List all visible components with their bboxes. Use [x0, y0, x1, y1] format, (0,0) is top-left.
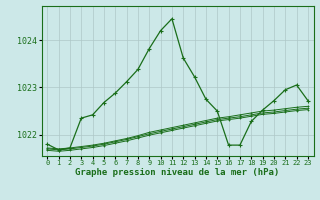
X-axis label: Graphe pression niveau de la mer (hPa): Graphe pression niveau de la mer (hPa)	[76, 168, 280, 177]
